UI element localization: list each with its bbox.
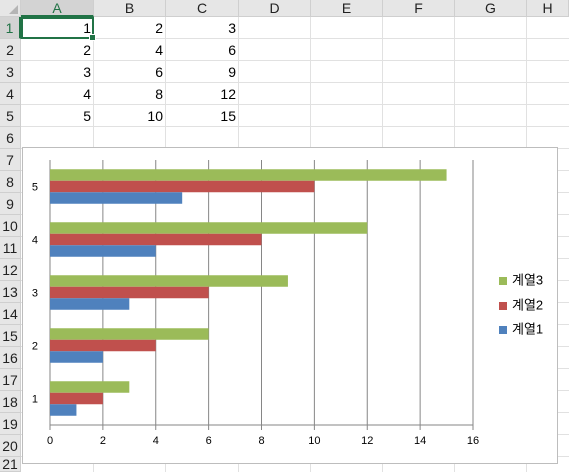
column-header-a[interactable]: A [21, 0, 94, 17]
cell-a1[interactable]: 1 [83, 20, 91, 36]
bar-1-category-2[interactable] [50, 351, 103, 363]
x-tick-label-8: 8 [258, 435, 264, 447]
y-tick-label-2: 2 [32, 341, 38, 353]
cell-a3[interactable]: 3 [83, 64, 91, 80]
row-gridline [21, 82, 569, 83]
row-header-11[interactable]: 11 [0, 237, 21, 259]
row-gridline [21, 104, 569, 105]
column-header-b[interactable]: B [94, 0, 166, 17]
x-tick-label-16: 16 [467, 435, 479, 447]
row-header-8[interactable]: 8 [0, 171, 21, 193]
bar-1-category-4[interactable] [50, 245, 156, 257]
bar-2-category-5[interactable] [50, 180, 315, 193]
column-header-h[interactable]: H [527, 0, 569, 17]
row-header-18[interactable]: 18 [0, 391, 21, 413]
legend-swatch [499, 301, 507, 310]
cell-c5[interactable]: 15 [220, 108, 236, 124]
x-tick-label-12: 12 [361, 435, 373, 447]
x-tick-label-2: 2 [100, 435, 106, 447]
bar-1-category-1[interactable] [50, 404, 77, 416]
row-header-12[interactable]: 12 [0, 259, 21, 281]
column-header-e[interactable]: E [311, 0, 383, 17]
row-header-20[interactable]: 20 [0, 435, 21, 457]
cell-c3[interactable]: 9 [228, 64, 236, 80]
row-header-14[interactable]: 14 [0, 303, 21, 325]
row-header-9[interactable]: 9 [0, 193, 21, 215]
row-header-4[interactable]: 4 [0, 83, 21, 105]
column-header-c[interactable]: C [166, 0, 239, 17]
bar-1-category-3[interactable] [50, 298, 130, 310]
bar-3-category-5[interactable] [50, 169, 447, 181]
legend-item-series-1[interactable]: 계열1 [499, 321, 543, 337]
row-header-21[interactable]: 21 [0, 457, 21, 472]
row-gridline [21, 38, 569, 39]
legend-label: 계열1 [512, 321, 544, 337]
column-header-g[interactable]: G [455, 0, 527, 17]
cell-c1[interactable]: 3 [228, 20, 236, 36]
bar-2-category-3[interactable] [50, 286, 209, 299]
legend-label: 계열2 [512, 297, 544, 313]
row-header-17[interactable]: 17 [0, 369, 21, 391]
row-header-16[interactable]: 16 [0, 347, 21, 369]
cell-a5[interactable]: 5 [83, 108, 91, 124]
active-cell-selection[interactable] [21, 17, 96, 41]
y-tick-label-5: 5 [32, 182, 38, 194]
bar-1-category-5[interactable] [50, 192, 183, 204]
legend-item-series-3[interactable]: 계열3 [499, 272, 543, 288]
cell-c4[interactable]: 12 [220, 86, 236, 102]
cell-b4[interactable]: 8 [155, 86, 163, 102]
y-tick-label-3: 3 [32, 288, 38, 300]
bar-chart[interactable]: 0 2 4 6 8 10 12 14 16 1 2 3 4 5 계열3 계열2 계열1 [22, 147, 558, 464]
x-tick-label-4: 4 [153, 435, 159, 447]
legend-swatch [499, 325, 507, 334]
column-header-d[interactable]: D [239, 0, 311, 17]
cell-a4[interactable]: 4 [83, 86, 91, 102]
select-all-corner[interactable] [0, 0, 21, 17]
bar-3-category-3[interactable] [50, 275, 288, 287]
row-header-2[interactable]: 2 [0, 39, 21, 61]
y-tick-label-4: 4 [32, 235, 38, 247]
row-header-10[interactable]: 10 [0, 215, 21, 237]
x-tick-label-10: 10 [308, 435, 320, 447]
cell-a2[interactable]: 2 [83, 42, 91, 58]
cell-b2[interactable]: 4 [155, 42, 163, 58]
row-gridline [21, 126, 569, 127]
row-header-1[interactable]: 1 [0, 17, 21, 39]
row-header-19[interactable]: 19 [0, 413, 21, 435]
bar-3-category-2[interactable] [50, 328, 209, 340]
row-header-15[interactable]: 15 [0, 325, 21, 347]
column-header-f[interactable]: F [383, 0, 455, 17]
legend-label: 계열3 [512, 272, 544, 288]
cell-b3[interactable]: 6 [155, 64, 163, 80]
row-header-6[interactable]: 6 [0, 127, 21, 149]
bar-2-category-1[interactable] [50, 392, 103, 405]
bar-3-category-4[interactable] [50, 222, 368, 234]
x-tick-label-14: 14 [414, 435, 426, 447]
bar-2-category-4[interactable] [50, 233, 262, 246]
row-header-7[interactable]: 7 [0, 149, 21, 171]
legend-swatch [499, 276, 507, 285]
x-tick-label-0: 0 [47, 435, 53, 447]
row-header-3[interactable]: 3 [0, 61, 21, 83]
bar-2-category-2[interactable] [50, 339, 156, 352]
legend-item-series-2[interactable]: 계열2 [499, 297, 543, 313]
cell-b5[interactable]: 10 [147, 108, 163, 124]
row-header-5[interactable]: 5 [0, 105, 21, 127]
x-tick-label-6: 6 [206, 435, 212, 447]
row-gridline [21, 60, 569, 61]
row-header-13[interactable]: 13 [0, 281, 21, 303]
cell-b1[interactable]: 2 [155, 20, 163, 36]
cell-c2[interactable]: 6 [228, 42, 236, 58]
bar-3-category-1[interactable] [50, 381, 130, 393]
y-tick-label-1: 1 [32, 394, 38, 406]
